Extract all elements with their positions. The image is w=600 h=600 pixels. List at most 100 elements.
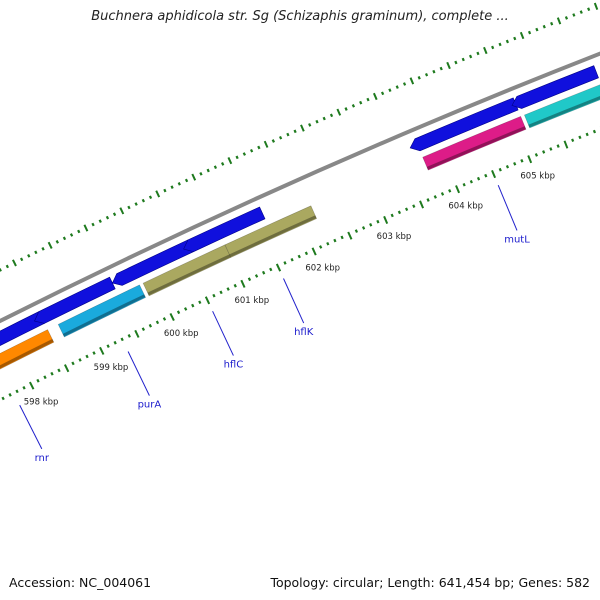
outer-minor-tick bbox=[359, 100, 363, 105]
inner-major-tick bbox=[491, 170, 497, 179]
inner-minor-tick bbox=[43, 375, 47, 380]
outer-minor-tick bbox=[257, 145, 261, 150]
outer-major-tick bbox=[12, 259, 17, 267]
reverse-gene-edge bbox=[147, 254, 231, 296]
outer-minor-tick bbox=[513, 36, 517, 41]
outer-minor-tick bbox=[351, 104, 356, 108]
outer-minor-tick bbox=[271, 139, 275, 143]
outer-minor-tick bbox=[527, 30, 532, 35]
outer-minor-tick bbox=[69, 233, 74, 237]
outer-minor-tick bbox=[579, 10, 583, 14]
outer-minor-tick bbox=[34, 250, 38, 255]
outer-minor-tick bbox=[293, 129, 297, 134]
inner-minor-tick bbox=[191, 303, 195, 308]
outer-minor-tick bbox=[62, 236, 67, 241]
outer-minor-tick bbox=[535, 27, 539, 32]
inner-minor-tick bbox=[78, 358, 82, 362]
inner-minor-tick bbox=[361, 226, 366, 230]
inner-minor-tick bbox=[340, 235, 344, 240]
outer-major-tick bbox=[263, 140, 269, 148]
outer-major-tick bbox=[155, 190, 161, 198]
inner-major-tick bbox=[563, 140, 569, 149]
inner-minor-tick bbox=[440, 192, 445, 196]
reverse-gene-edge bbox=[426, 126, 526, 170]
inner-minor-tick bbox=[22, 386, 26, 390]
inner-minor-tick bbox=[390, 213, 394, 218]
outer-minor-tick bbox=[177, 182, 181, 186]
outer-major-tick bbox=[336, 108, 342, 116]
inner-major-tick bbox=[64, 364, 70, 373]
outer-minor-tick bbox=[454, 60, 458, 65]
inner-major-tick bbox=[204, 296, 211, 305]
inner-major-tick bbox=[99, 346, 105, 355]
inner-minor-tick bbox=[247, 277, 252, 282]
outer-major-tick bbox=[519, 31, 525, 40]
inner-minor-tick bbox=[542, 150, 546, 154]
inner-minor-tick bbox=[469, 179, 473, 184]
reverse-gene-edge bbox=[528, 96, 600, 128]
outer-minor-tick bbox=[315, 119, 319, 124]
outer-minor-tick bbox=[322, 116, 326, 121]
genome-backbone bbox=[0, 51, 600, 324]
inner-minor-tick bbox=[92, 351, 96, 355]
length-value: 641,454 bp bbox=[438, 575, 511, 590]
outer-minor-tick bbox=[329, 113, 334, 118]
outer-minor-tick bbox=[424, 72, 429, 77]
inner-minor-tick bbox=[578, 135, 582, 140]
outer-minor-tick bbox=[572, 13, 576, 17]
inner-major-tick bbox=[134, 329, 140, 338]
outer-major-tick bbox=[556, 17, 562, 25]
reverse-gene-edge bbox=[0, 339, 54, 369]
gene-label-line bbox=[19, 404, 43, 450]
accession-info: Accession: NC_004061 bbox=[9, 575, 151, 590]
inner-minor-tick bbox=[36, 378, 40, 383]
outer-minor-tick bbox=[395, 85, 399, 89]
inner-minor-tick bbox=[8, 392, 12, 397]
inner-minor-tick bbox=[219, 290, 223, 295]
outer-minor-tick bbox=[498, 42, 502, 47]
outer-minor-tick bbox=[199, 172, 203, 176]
outer-minor-tick bbox=[112, 212, 117, 217]
outer-minor-tick bbox=[550, 21, 554, 26]
outer-minor-tick bbox=[163, 188, 167, 193]
inner-minor-tick bbox=[369, 222, 373, 227]
outer-minor-tick bbox=[20, 257, 24, 262]
position-label: 600 kbp bbox=[164, 329, 199, 339]
genome-summary: Topology: circular; Length: 641,454 bp; … bbox=[270, 575, 590, 590]
outer-minor-tick bbox=[417, 75, 421, 80]
inner-minor-tick bbox=[549, 147, 553, 151]
position-label: 602 kbp bbox=[305, 264, 340, 274]
inner-minor-tick bbox=[1, 396, 5, 401]
map-title: Buchnera aphidicola str. Sg (Schizaphis … bbox=[91, 9, 509, 24]
inner-minor-tick bbox=[426, 198, 430, 202]
outer-minor-tick bbox=[249, 148, 254, 153]
outer-minor-tick bbox=[5, 264, 9, 269]
gene-label: purA bbox=[138, 400, 162, 411]
gene-label-line bbox=[497, 185, 518, 231]
gene-label: hflK bbox=[294, 327, 314, 338]
position-label: 603 kbp bbox=[377, 232, 412, 242]
outer-minor-tick bbox=[308, 123, 312, 127]
outer-minor-tick bbox=[388, 88, 392, 93]
outer-major-tick bbox=[409, 77, 415, 85]
topology-value: circular bbox=[332, 575, 380, 590]
inner-minor-tick bbox=[354, 229, 359, 233]
outer-minor-tick bbox=[170, 185, 174, 189]
outer-minor-tick bbox=[206, 168, 210, 173]
inner-minor-tick bbox=[57, 368, 61, 373]
reverse-gene bbox=[0, 329, 55, 370]
inner-minor-tick bbox=[148, 323, 152, 328]
gene-label: rnr bbox=[35, 453, 50, 464]
outer-major-tick bbox=[483, 46, 488, 55]
reverse-gene bbox=[224, 205, 317, 258]
gene-label: mutL bbox=[504, 234, 530, 245]
inner-minor-tick bbox=[326, 241, 330, 246]
outer-minor-tick bbox=[242, 152, 246, 156]
inner-minor-tick bbox=[113, 340, 117, 345]
inner-minor-tick bbox=[433, 195, 437, 199]
forward-gene bbox=[183, 206, 266, 253]
outer-minor-tick bbox=[439, 66, 443, 71]
outer-minor-tick bbox=[184, 178, 189, 183]
outer-minor-tick bbox=[278, 135, 283, 140]
